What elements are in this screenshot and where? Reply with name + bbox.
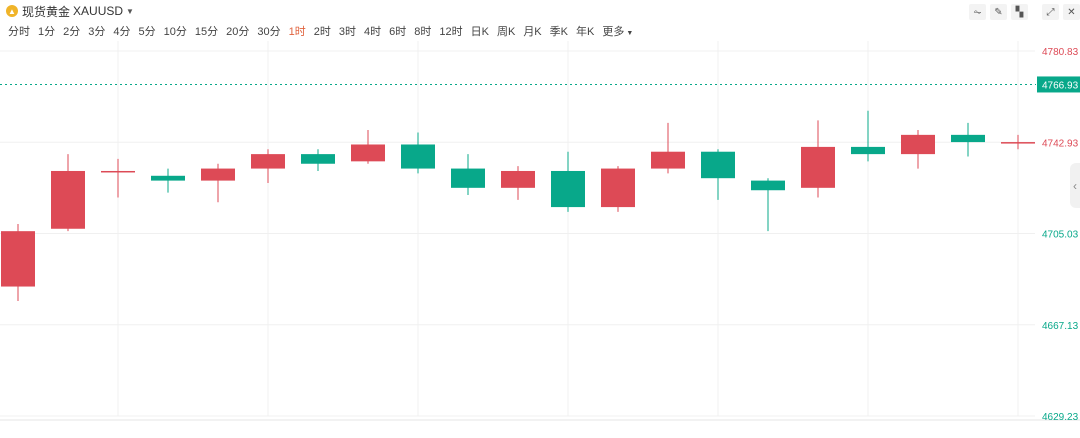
expand-icon[interactable]: ⤢ xyxy=(1042,4,1059,20)
period-6[interactable]: 10分 xyxy=(163,26,187,38)
symbol-code: XAUUSD xyxy=(73,4,124,18)
symbol-selector[interactable]: ▲ 现货黄金 XAUUSD ▼ xyxy=(6,3,134,19)
y-tick-label: 4780.83 xyxy=(1042,47,1079,58)
symbol-name: 现货黄金 xyxy=(22,4,71,19)
period-0[interactable]: 分时 xyxy=(8,26,30,38)
period-10[interactable]: 1时 xyxy=(288,26,306,38)
chart-header: ▲ 现货黄金 XAUUSD ▼ ⏦ ✎ ▚ ⤢ ✕ xyxy=(0,0,1080,22)
period-9[interactable]: 30分 xyxy=(257,26,281,38)
period-3[interactable]: 3分 xyxy=(88,26,106,38)
candle-body xyxy=(201,168,235,181)
toolbar: ⏦ ✎ ▚ ⤢ ✕ xyxy=(965,4,1080,20)
candle-body xyxy=(451,168,485,188)
period-13[interactable]: 4时 xyxy=(364,26,382,38)
current-price-label: 4766.93 xyxy=(1042,80,1079,91)
candle-body xyxy=(651,151,685,169)
candle-body xyxy=(101,170,135,173)
candle-body xyxy=(501,170,535,188)
period-19[interactable]: 月K xyxy=(523,26,542,38)
period-8[interactable]: 20分 xyxy=(226,26,250,38)
candle-body xyxy=(301,154,335,164)
y-tick-label: 4667.13 xyxy=(1042,321,1079,332)
caret-down-icon: ▼ xyxy=(126,6,134,16)
candle-body xyxy=(551,170,585,208)
current-price-label-bg xyxy=(1037,76,1080,93)
period-selector: 分时 1分 2分 3分 4分 5分 10分 15分 20分 30分 1时 2时 3时 4时 6时 8时 12时日… xyxy=(0,22,1080,40)
period-11[interactable]: 2时 xyxy=(313,26,331,38)
line-style-icon[interactable]: ⏦ xyxy=(969,4,986,20)
pencil-icon[interactable]: ✎ xyxy=(990,4,1007,20)
candle-body xyxy=(701,151,735,179)
period-22[interactable]: 更多 ▼ xyxy=(602,26,634,38)
collapse-panel-handle[interactable]: ‹ xyxy=(1070,163,1080,208)
period-7[interactable]: 15分 xyxy=(194,26,219,38)
candle-body xyxy=(751,180,785,191)
period-12[interactable]: 3时 xyxy=(338,26,356,38)
candle-body xyxy=(801,146,835,188)
period-17[interactable]: 日K xyxy=(470,26,489,38)
y-tick-label: 4742.93 xyxy=(1042,138,1079,149)
period-2[interactable]: 2分 xyxy=(63,26,81,38)
candle-body xyxy=(51,170,85,229)
candle-body xyxy=(151,175,185,181)
indicator-icon[interactable]: ▚ xyxy=(1011,4,1028,20)
period-14[interactable]: 6时 xyxy=(389,26,407,38)
y-tick-label: 4629.23 xyxy=(1042,412,1079,423)
period-4[interactable]: 4分 xyxy=(113,26,131,38)
period-1[interactable]: 1分 xyxy=(38,26,56,38)
candle-body xyxy=(851,146,885,155)
y-tick-label: 4705.03 xyxy=(1042,230,1079,241)
gold-coin-icon: ▲ xyxy=(6,5,18,17)
candle-body xyxy=(1,231,35,287)
candle-body xyxy=(951,134,985,143)
period-21[interactable]: 年K xyxy=(576,26,595,38)
candle-body xyxy=(601,168,635,208)
candle-body xyxy=(1001,142,1035,144)
period-15[interactable]: 8时 xyxy=(414,26,432,38)
period-18[interactable]: 周K xyxy=(496,26,516,38)
period-16[interactable]: 12时 xyxy=(439,26,463,38)
period-5[interactable]: 5分 xyxy=(138,26,156,38)
close-icon[interactable]: ✕ xyxy=(1063,4,1080,20)
chevron-left-icon: ‹ xyxy=(1073,178,1077,193)
candle-body xyxy=(251,154,285,169)
caret-down-icon: ▼ xyxy=(626,30,634,37)
candle-body xyxy=(401,144,435,169)
candle-body xyxy=(351,144,385,162)
candle-body xyxy=(901,134,935,155)
period-20[interactable]: 季K xyxy=(549,26,568,38)
